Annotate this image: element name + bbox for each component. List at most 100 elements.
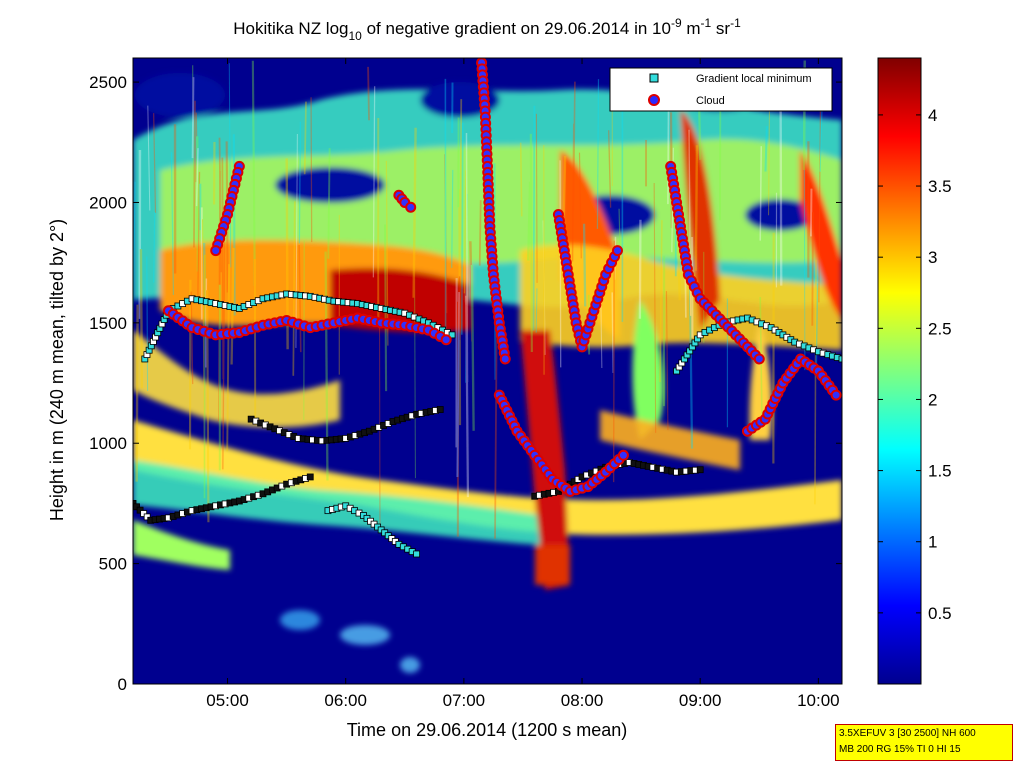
streak: [228, 63, 232, 268]
streak: [819, 104, 823, 172]
colorbar-tick-label: 0.5: [928, 604, 952, 623]
legend-square-marker: [649, 73, 659, 83]
gradient-minimum-marker: [838, 355, 842, 363]
colorbar-tick-label: 4: [928, 106, 937, 125]
streak: [759, 146, 763, 241]
gradient-minimum-marker: [436, 406, 444, 413]
streak: [612, 240, 615, 483]
streak: [251, 60, 256, 286]
heatmap-area: [133, 58, 842, 684]
streak: [465, 193, 468, 383]
gradient-minimum-marker: [306, 473, 314, 481]
streak: [665, 291, 669, 431]
streak: [811, 212, 814, 326]
streak: [578, 152, 582, 259]
x-axis-label: Time on 29.06.2014 (1200 s mean): [347, 720, 628, 740]
streak: [367, 66, 370, 121]
y-axis-label: Height in m (240 m mean, tilted by 2°): [47, 219, 67, 521]
y-tick-label: 1500: [89, 314, 127, 333]
colorbar-tick-label: 2.5: [928, 319, 952, 338]
streak: [153, 113, 157, 213]
streak: [478, 200, 482, 266]
info-box: 3.5XEFUV 3 [30 2500] NH 600 MB 200 RG 15…: [835, 724, 1013, 761]
cloud-marker: [210, 245, 222, 257]
streak: [147, 105, 151, 211]
streak: [135, 304, 139, 482]
y-tick-label: 500: [99, 555, 127, 574]
streak: [385, 160, 389, 346]
streak: [197, 171, 201, 296]
cloud-marker: [617, 449, 629, 461]
cloud-marker: [405, 201, 417, 213]
x-tick-label: 07:00: [443, 691, 486, 710]
x-axis: 05:00 06:00 07:00 08:00 09:00 10:00: [206, 58, 840, 710]
colorbar: 0.5 1 1.5 2 2.5 3 3.5 4: [877, 57, 952, 685]
streak: [196, 136, 200, 272]
x-tick-label: 05:00: [206, 691, 249, 710]
streak: [535, 113, 538, 283]
gradient-minimum-marker: [448, 331, 456, 339]
streak: [459, 99, 463, 246]
x-tick-label: 06:00: [324, 691, 367, 710]
streak: [596, 79, 600, 229]
streak: [803, 135, 806, 371]
streak: [571, 123, 575, 262]
streak: [469, 241, 474, 342]
streak: [638, 219, 642, 319]
colorbar-tick-label: 3: [928, 248, 937, 267]
streak: [559, 160, 562, 368]
cloud-marker: [753, 353, 765, 365]
legend-label-gradient: Gradient local minimum: [696, 73, 812, 85]
streak: [463, 170, 467, 294]
streak: [298, 121, 302, 244]
streak: [527, 181, 532, 261]
streak: [779, 89, 783, 286]
x-tick-label: 08:00: [561, 691, 604, 710]
plot-frame: [132, 57, 843, 685]
colorbar-tick-label: 2: [928, 390, 937, 409]
legend-cloud-marker: [648, 94, 660, 106]
streak: [470, 264, 475, 431]
y-tick-label: 2500: [89, 73, 127, 92]
streak: [217, 171, 222, 422]
streak: [372, 86, 376, 278]
colorbar-tick-label: 1: [928, 533, 937, 552]
streak: [146, 256, 149, 391]
streak: [451, 169, 454, 268]
info-line-1: 3.5XEFUV 3 [30 2500] NH 600: [839, 728, 976, 739]
streak: [414, 278, 416, 479]
streak: [190, 291, 194, 385]
colorbar-tick-label: 3.5: [928, 177, 952, 196]
streak: [226, 264, 231, 452]
gradient-minimum-marker: [696, 466, 704, 474]
streak: [205, 278, 208, 368]
streak: [460, 122, 464, 335]
streak: [412, 127, 417, 298]
streak: [535, 288, 538, 333]
streak: [195, 148, 199, 207]
streak: [221, 157, 225, 380]
streak: [688, 288, 694, 449]
streak: [611, 292, 614, 373]
streak: [206, 290, 210, 523]
chart-title: Hokitika NZ log10 of negative gradient o…: [233, 16, 741, 43]
streak: [465, 133, 469, 383]
streak: [303, 101, 307, 175]
y-tick-label: 0: [118, 675, 127, 694]
streak: [310, 97, 313, 243]
cloud-marker: [611, 245, 623, 257]
y-tick-label: 1000: [89, 434, 127, 453]
streak: [292, 201, 296, 376]
streak: [327, 148, 331, 259]
y-tick-label: 2000: [89, 193, 127, 212]
streak: [818, 80, 822, 303]
streak: [562, 156, 567, 216]
streak: [815, 283, 819, 374]
streak: [529, 133, 533, 353]
gradient-minimum-marker: [413, 550, 421, 558]
streak: [456, 292, 461, 478]
streak: [444, 154, 448, 314]
streak: [582, 223, 587, 307]
cloud-marker: [830, 389, 842, 401]
